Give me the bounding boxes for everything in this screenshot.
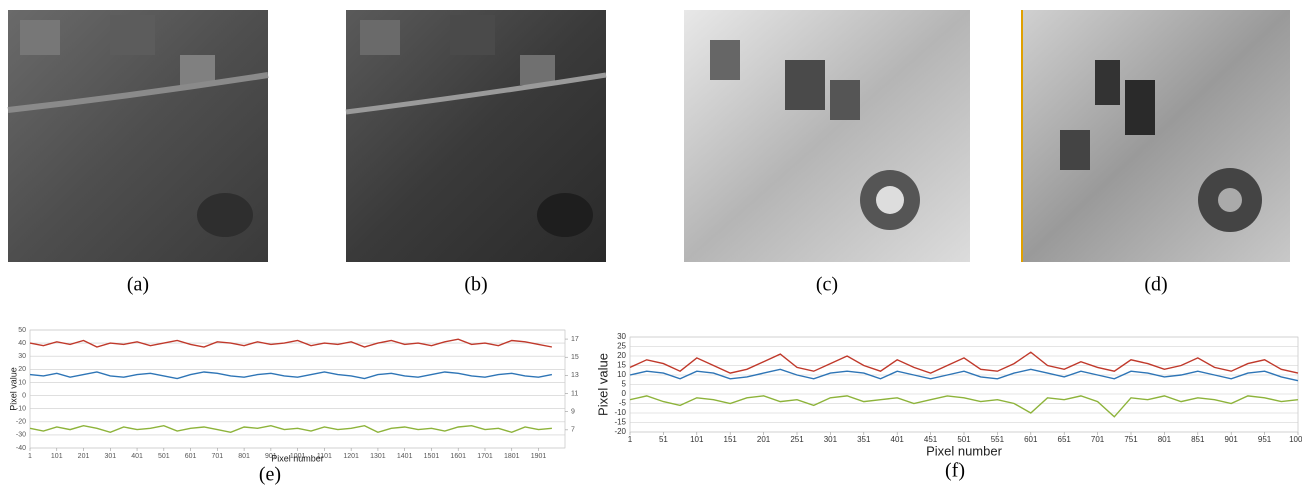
- x-axis-label: Pixel number: [271, 453, 324, 463]
- y2-tick-label: 17: [571, 336, 579, 343]
- x-tick-label: 501: [158, 453, 170, 460]
- x-tick-label: 701: [1091, 435, 1105, 444]
- x-tick-label: 1001: [1289, 435, 1302, 444]
- x-tick-label: 51: [659, 435, 668, 444]
- y-tick-label: 20: [617, 351, 626, 360]
- y2-tick-label: 15: [571, 354, 579, 361]
- caption: (c): [816, 274, 838, 296]
- y-axis-label: Pixel value: [595, 353, 610, 416]
- y2-tick-label: 13: [571, 372, 579, 379]
- x-tick-label: 1601: [450, 453, 466, 460]
- caption: (a): [127, 274, 149, 296]
- x-tick-label: 1001: [290, 453, 306, 460]
- x-tick-label: 751: [1124, 435, 1138, 444]
- x-tick-label: 301: [824, 435, 838, 444]
- x-tick-label: 1901: [531, 453, 547, 460]
- series-line: [29, 371, 553, 380]
- x-tick-label: 1: [28, 453, 32, 460]
- y-tick-label: 5: [622, 380, 627, 389]
- image-a: [7, 10, 269, 262]
- x-tick-label: 1: [628, 435, 633, 444]
- y-tick-label: -5: [619, 399, 627, 408]
- x-tick-label: 651: [1058, 435, 1072, 444]
- x-tick-label: 1101: [317, 453, 332, 460]
- y-tick-label: -40: [16, 445, 26, 452]
- x-tick-label: 201: [78, 453, 90, 460]
- x-tick-label: 301: [104, 453, 116, 460]
- y-tick-label: 10: [617, 370, 626, 379]
- y-tick-label: 50: [18, 327, 26, 334]
- x-tick-label: 501: [957, 435, 971, 444]
- x-tick-label: 801: [238, 453, 250, 460]
- y-tick-label: 0: [622, 389, 627, 398]
- image-c: [684, 10, 970, 262]
- x-tick-label: 1401: [397, 453, 413, 460]
- y-tick-label: -15: [614, 418, 626, 427]
- y-tick-label: -30: [16, 432, 26, 439]
- x-tick-label: 601: [1024, 435, 1038, 444]
- x-tick-label: 901: [1225, 435, 1239, 444]
- series-line: [29, 424, 552, 434]
- x-tick-label: 401: [891, 435, 905, 444]
- series-line: [629, 351, 1299, 374]
- x-tick-label: 1201: [343, 453, 359, 460]
- x-tick-label: 801: [1158, 435, 1172, 444]
- y-tick-label: -20: [16, 419, 26, 426]
- y2-tick-label: 11: [571, 390, 578, 397]
- x-tick-label: 451: [924, 435, 938, 444]
- y-axis-label: Pixel value: [8, 367, 18, 411]
- x-tick-label: 1501: [424, 453, 440, 460]
- y2-tick-label: 9: [571, 409, 575, 416]
- x-tick-label: 951: [1258, 435, 1272, 444]
- x-tick-label: 1801: [504, 453, 520, 460]
- y2-tick-label: 7: [571, 427, 575, 434]
- y-tick-label: 25: [617, 342, 626, 351]
- x-tick-label: 101: [690, 435, 704, 444]
- x-tick-label: 701: [211, 453, 223, 460]
- plot-area: [29, 329, 566, 449]
- x-tick-label: 251: [790, 435, 804, 444]
- image-d: [1021, 10, 1290, 262]
- y-tick-label: 30: [617, 332, 626, 341]
- y-tick-label: -20: [614, 427, 626, 436]
- x-tick-label: 401: [131, 453, 143, 460]
- y-tick-label: 10: [18, 379, 26, 386]
- x-tick-label: 201: [757, 435, 771, 444]
- y-tick-label: 20: [18, 366, 26, 373]
- y-tick-label: -10: [614, 408, 626, 417]
- series-line: [29, 338, 553, 348]
- caption: (d): [1144, 274, 1167, 296]
- series-line: [629, 368, 1299, 382]
- caption: (e): [259, 464, 281, 486]
- y-tick-label: 0: [22, 392, 26, 399]
- y-tick-label: 15: [617, 361, 626, 370]
- x-tick-label: 101: [51, 453, 63, 460]
- y-tick-label: -10: [16, 406, 26, 413]
- x-axis-label: Pixel number: [926, 443, 1003, 458]
- x-tick-label: 151: [724, 435, 738, 444]
- x-tick-label: 1701: [477, 453, 493, 460]
- x-tick-label: 851: [1191, 435, 1205, 444]
- y-tick-label: 30: [18, 353, 26, 360]
- x-tick-label: 901: [265, 453, 277, 460]
- x-tick-label: 351: [857, 435, 871, 444]
- caption: (b): [464, 274, 487, 296]
- x-tick-label: 1301: [370, 453, 386, 460]
- x-tick-label: 601: [185, 453, 197, 460]
- series-line: [629, 395, 1299, 418]
- y-tick-label: 40: [18, 340, 26, 347]
- x-tick-label: 551: [991, 435, 1005, 444]
- caption: (f): [945, 460, 965, 482]
- image-b: [345, 10, 607, 262]
